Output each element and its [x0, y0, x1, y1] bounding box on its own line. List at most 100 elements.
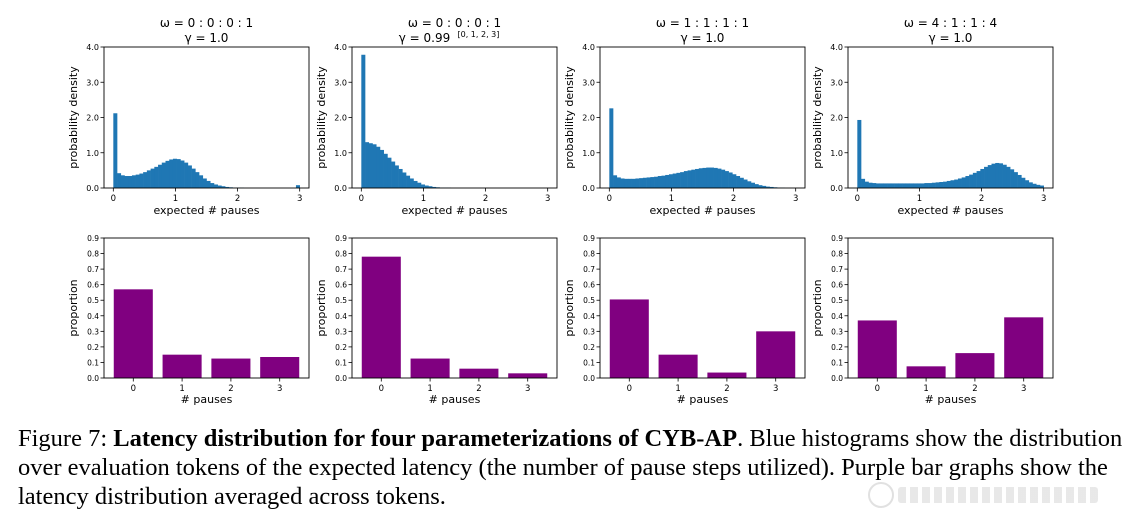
histogram-bar [187, 165, 192, 188]
y-tick-label: 0.8 [335, 250, 347, 259]
chart-title-omega: ω = 1 : 1 : 1 : 1 [656, 16, 749, 30]
chart-panel-2: 0 1 2 3 0.0 1.0 2.0 3.0 4.0 ω = 0 : 0 : 0 : 1γ = … [315, 16, 558, 217]
proportion-bar [906, 366, 946, 378]
histogram-bar [420, 184, 425, 188]
proportion-bar [113, 289, 153, 378]
histogram-bar [995, 162, 1000, 188]
histogram-bar [428, 186, 433, 188]
proportion-bar [211, 358, 251, 378]
histogram-bar [943, 181, 948, 188]
y-tick-label: 0.0 [86, 184, 99, 193]
histogram-bar [139, 173, 144, 188]
y-tick-label: 0.4 [831, 312, 843, 321]
histogram-bar [372, 144, 377, 188]
x-tick-label: 1 [675, 384, 680, 394]
x-tick-label: 3 [545, 194, 550, 204]
histogram-bar [117, 173, 122, 188]
y-axis-label: proportion [811, 279, 824, 336]
histogram-bar [739, 177, 744, 188]
histogram-bar [409, 178, 414, 188]
proportion-bar [1004, 317, 1044, 378]
histogram-bar [1039, 185, 1044, 188]
histogram-bar [957, 178, 962, 188]
histogram-bar [383, 153, 388, 188]
y-tick-label: 3.0 [86, 78, 99, 87]
x-tick-label: 2 [235, 194, 240, 204]
y-tick-label: 0.8 [583, 250, 595, 259]
y-tick-label: 0.9 [87, 234, 99, 243]
histogram-bar [158, 164, 163, 188]
histogram-bar [368, 143, 373, 188]
y-tick-label: 0.7 [831, 265, 843, 274]
histogram-bar [724, 171, 729, 188]
y-tick-label: 0.2 [87, 343, 99, 352]
histogram-bar [691, 169, 696, 188]
histogram-bar [861, 178, 866, 188]
x-tick-label: 3 [773, 384, 778, 394]
histogram-bar [954, 179, 959, 188]
y-tick-label: 2.0 [86, 114, 99, 123]
proportion-bar [658, 354, 698, 378]
y-tick-label: 0.6 [87, 281, 99, 290]
proportion-bar [609, 299, 649, 378]
x-tick-label: 2 [724, 384, 729, 394]
y-tick-label: 3.0 [582, 78, 595, 87]
histogram-bar [754, 184, 759, 188]
plot-frame [103, 237, 310, 379]
x-tick-label: 2 [228, 384, 233, 394]
chart-title-omega: ω = 0 : 0 : 0 : 1 [160, 16, 253, 30]
watermark-text-graphic [898, 487, 1098, 503]
histogram-bar [206, 180, 211, 188]
y-tick-label: 0.5 [87, 296, 99, 305]
histogram-bar [668, 174, 673, 188]
histogram-bar [709, 167, 714, 188]
chart-panel-1: 0 1 2 3 0.0 1.0 2.0 3.0 4.0 ω = 0 : 0 : 0 : 1γ = … [67, 16, 310, 217]
histogram-bar [387, 157, 392, 188]
histogram-bar [950, 180, 955, 188]
x-axis-label: # pauses [429, 393, 481, 406]
histogram-bar [928, 183, 933, 188]
y-tick-label: 0.7 [87, 265, 99, 274]
proportion-bar [857, 320, 897, 378]
y-tick-label: 0.0 [831, 374, 843, 383]
histogram-bar [1017, 174, 1022, 188]
y-tick-label: 3.0 [334, 78, 347, 87]
histogram-bar [1032, 183, 1037, 188]
caption-bold-title: Latency distribution for four parameteri… [113, 425, 738, 452]
histogram-bar [913, 183, 918, 188]
chart-panel-6: 0 1 2 3 0.0 0.1 0.2 0.3 0.4 0.5 0.6 0.7 0.8 0.9 # paus… [315, 234, 558, 406]
histogram-bar [128, 176, 133, 188]
y-tick-label: 1.0 [86, 149, 99, 158]
histogram-bar [706, 167, 711, 188]
chart-title-gamma: γ = 0.99 [399, 31, 451, 45]
x-tick-label: 0 [855, 194, 860, 204]
histogram-bar [417, 182, 422, 188]
y-axis-label: proportion [67, 279, 80, 336]
histogram-bar [406, 175, 411, 188]
proportion-bar [508, 373, 548, 378]
histogram-bar [195, 172, 200, 188]
histogram-bar [868, 182, 873, 188]
histogram-bar [631, 178, 636, 188]
y-tick-label: 0.9 [583, 234, 595, 243]
histogram-bar [394, 165, 399, 188]
histogram-bar [639, 178, 644, 188]
y-tick-label: 0.1 [87, 358, 99, 367]
histogram-bar [646, 177, 651, 188]
histogram-bar [124, 176, 129, 188]
histogram-bar [376, 146, 381, 188]
histogram-bar [161, 162, 166, 188]
y-tick-label: 0.6 [831, 281, 843, 290]
x-axis-label: expected # pauses [401, 204, 507, 217]
histogram-bar [135, 174, 140, 188]
histogram-bar [750, 182, 755, 188]
y-tick-label: 0.9 [831, 234, 843, 243]
y-tick-label: 0.4 [87, 312, 99, 321]
y-tick-label: 0.5 [335, 296, 347, 305]
histogram-bar [1025, 180, 1030, 188]
figure: 0 1 2 30.01.02.03.04.0ω = 0 : 0 : 0 : 1γ = … [67, 16, 1054, 406]
chart-panel-3: 0 1 2 3 0.0 1.0 2.0 3.0 4.0 ω = 1 : 1 : 1 : 1γ = … [563, 16, 806, 217]
histogram-bar [172, 158, 177, 188]
y-tick-label: 0.2 [335, 343, 347, 352]
histogram-bar [698, 168, 703, 188]
